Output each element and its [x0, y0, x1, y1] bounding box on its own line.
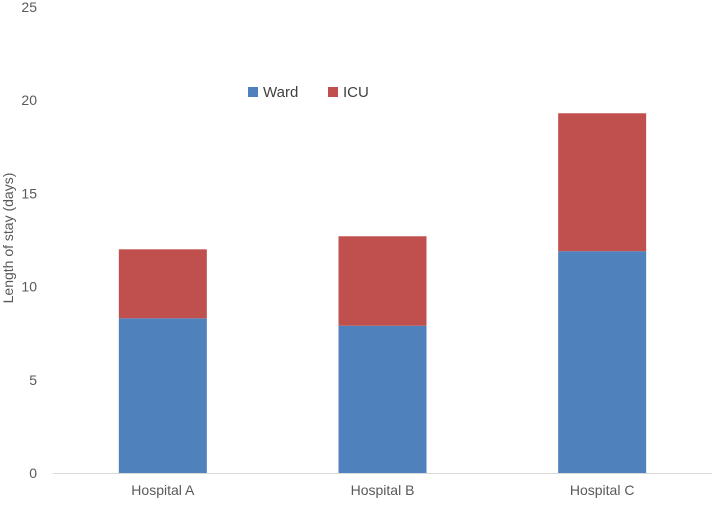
y-tick-label: 0: [29, 465, 37, 481]
x-tick-label: Hospital A: [131, 482, 195, 498]
y-tick-label: 15: [21, 185, 37, 201]
bars-group: [118, 113, 647, 473]
bar-icu-hospital-b: [338, 236, 427, 326]
bar-ward-hospital-c: [558, 251, 647, 473]
legend-label-icu: ICU: [343, 84, 369, 101]
bar-ward-hospital-b: [338, 325, 427, 473]
legend-swatch-ward: [248, 87, 258, 97]
bar-ward-hospital-a: [118, 318, 207, 473]
x-tick-label: Hospital C: [570, 482, 635, 498]
y-tick-label: 20: [21, 92, 37, 108]
bar-icu-hospital-c: [558, 113, 647, 252]
y-tick-label: 5: [29, 372, 37, 388]
bar-icu-hospital-a: [118, 249, 207, 319]
x-tick-label: Hospital B: [351, 482, 415, 498]
legend-label-ward: Ward: [263, 84, 298, 101]
y-tick-label: 25: [21, 0, 37, 15]
x-category-labels: Hospital A Hospital B Hospital C: [131, 482, 634, 498]
y-tick-labels: 0 5 10 15 20 25: [21, 0, 37, 481]
y-tick-label: 10: [21, 279, 37, 295]
legend: Ward ICU: [248, 84, 369, 101]
y-axis-title: Length of stay (days): [0, 173, 16, 304]
legend-swatch-icu: [328, 87, 338, 97]
